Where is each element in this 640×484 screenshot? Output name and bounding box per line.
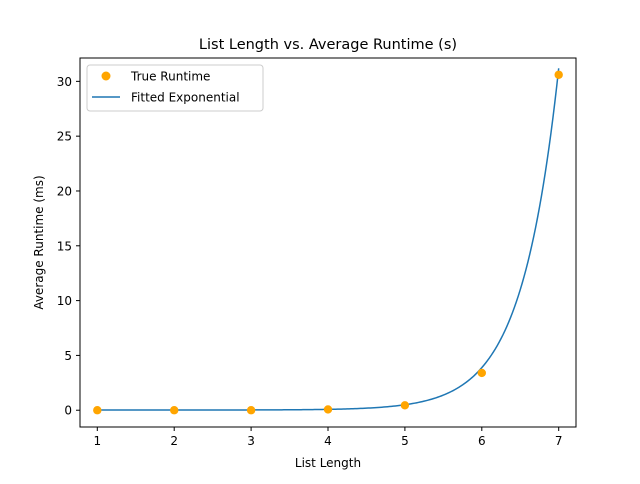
x-axis-label: List Length — [295, 456, 361, 470]
data-point-true-runtime — [170, 406, 179, 415]
data-point-true-runtime — [323, 405, 333, 414]
y-tick-label: 5 — [64, 349, 72, 363]
legend: True Runtime Fitted Exponential — [86, 64, 264, 112]
legend-box — [86, 64, 264, 112]
y-tick-label: 25 — [57, 130, 72, 144]
x-tick-label: 2 — [170, 434, 178, 448]
data-point-true-runtime — [246, 406, 256, 415]
x-tick-label: 6 — [478, 434, 486, 448]
x-tick-label: 4 — [324, 434, 332, 448]
y-tick-label: 30 — [57, 75, 72, 89]
legend-marker-true-runtime — [101, 71, 111, 81]
y-tick-label: 10 — [57, 294, 72, 308]
y-tick-label: 20 — [57, 184, 72, 198]
x-tick-label: 1 — [93, 434, 101, 448]
chart-title: List Length vs. Average Runtime (s) — [199, 37, 457, 53]
x-tick-label: 7 — [555, 434, 563, 448]
axis-ticks: 1 2 3 4 5 6 7 0 5 10 15 20 25 30 — [57, 75, 563, 448]
data-point-true-runtime — [93, 406, 102, 415]
y-tick-label: 15 — [57, 239, 72, 253]
data-point-true-runtime — [477, 368, 486, 378]
legend-label-fitted-exponential: Fitted Exponential — [131, 91, 240, 105]
data-point-true-runtime — [400, 401, 410, 410]
x-tick-label: 5 — [401, 434, 409, 448]
x-tick-label: 3 — [247, 434, 255, 448]
plot-area — [93, 68, 563, 415]
y-tick-label: 0 — [64, 404, 72, 418]
data-point-true-runtime — [554, 70, 563, 79]
y-axis-label: Average Runtime (ms) — [32, 175, 46, 309]
legend-label-true-runtime: True Runtime — [130, 70, 210, 84]
